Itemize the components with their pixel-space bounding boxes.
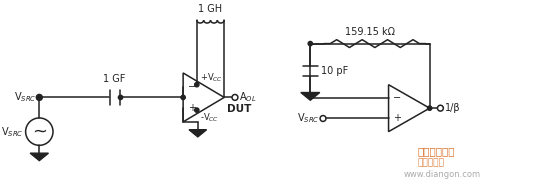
Text: DUT: DUT — [227, 104, 251, 114]
Text: +V$_{CC}$: +V$_{CC}$ — [200, 71, 223, 84]
Circle shape — [37, 95, 42, 100]
Text: 10 pF: 10 pF — [321, 66, 348, 76]
Text: www.diangon.com: www.diangon.com — [403, 170, 480, 179]
Text: 159.15 kΩ: 159.15 kΩ — [345, 27, 395, 37]
Text: 电子发烧友: 电子发烧友 — [418, 158, 445, 167]
Circle shape — [320, 116, 326, 122]
Text: +: + — [394, 113, 401, 123]
Text: 1 GH: 1 GH — [198, 4, 222, 14]
Circle shape — [428, 106, 432, 110]
Polygon shape — [30, 153, 48, 161]
Circle shape — [36, 94, 42, 100]
Text: V$_{SRC}$: V$_{SRC}$ — [296, 112, 319, 125]
Circle shape — [308, 41, 312, 46]
Text: -V$_{CC}$: -V$_{CC}$ — [200, 111, 219, 124]
Circle shape — [119, 95, 122, 100]
Text: 1 GF: 1 GF — [103, 74, 126, 84]
Circle shape — [181, 95, 185, 100]
Text: A$_{OL}$: A$_{OL}$ — [239, 91, 256, 104]
Text: V$_{SRC}$: V$_{SRC}$ — [14, 91, 36, 104]
Polygon shape — [301, 93, 320, 100]
Circle shape — [195, 83, 199, 87]
Circle shape — [232, 94, 238, 100]
Text: 理想的放大器: 理想的放大器 — [418, 146, 456, 156]
Text: 1/β: 1/β — [445, 103, 461, 113]
Text: V$_{SRC}$: V$_{SRC}$ — [1, 125, 24, 139]
Text: −: − — [188, 82, 196, 92]
Circle shape — [195, 108, 199, 112]
Text: ~: ~ — [32, 123, 47, 141]
Text: −: − — [393, 93, 401, 103]
Polygon shape — [189, 130, 206, 137]
Circle shape — [37, 95, 42, 100]
Circle shape — [438, 105, 444, 111]
Text: +: + — [188, 103, 196, 113]
